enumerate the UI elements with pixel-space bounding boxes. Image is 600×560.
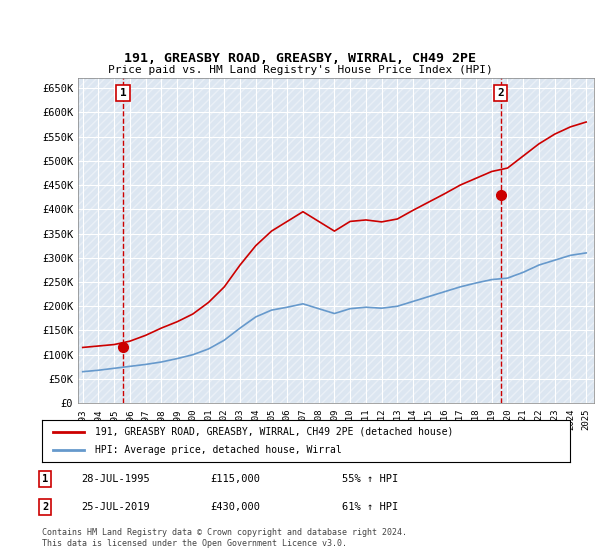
Text: 191, GREASBY ROAD, GREASBY, WIRRAL, CH49 2PE: 191, GREASBY ROAD, GREASBY, WIRRAL, CH49… <box>124 52 476 66</box>
Text: 25-JUL-2019: 25-JUL-2019 <box>81 502 150 512</box>
Text: 28-JUL-1995: 28-JUL-1995 <box>81 474 150 484</box>
Text: £115,000: £115,000 <box>210 474 260 484</box>
Text: HPI: Average price, detached house, Wirral: HPI: Average price, detached house, Wirr… <box>95 445 341 455</box>
Text: 1: 1 <box>42 474 48 484</box>
Text: 191, GREASBY ROAD, GREASBY, WIRRAL, CH49 2PE (detached house): 191, GREASBY ROAD, GREASBY, WIRRAL, CH49… <box>95 427 453 437</box>
Text: 2: 2 <box>497 88 504 98</box>
Text: 55% ↑ HPI: 55% ↑ HPI <box>342 474 398 484</box>
Text: 1: 1 <box>120 88 127 98</box>
Text: 2: 2 <box>42 502 48 512</box>
Text: £430,000: £430,000 <box>210 502 260 512</box>
Text: Price paid vs. HM Land Registry's House Price Index (HPI): Price paid vs. HM Land Registry's House … <box>107 65 493 75</box>
Text: 61% ↑ HPI: 61% ↑ HPI <box>342 502 398 512</box>
Text: Contains HM Land Registry data © Crown copyright and database right 2024.
This d: Contains HM Land Registry data © Crown c… <box>42 528 407 548</box>
